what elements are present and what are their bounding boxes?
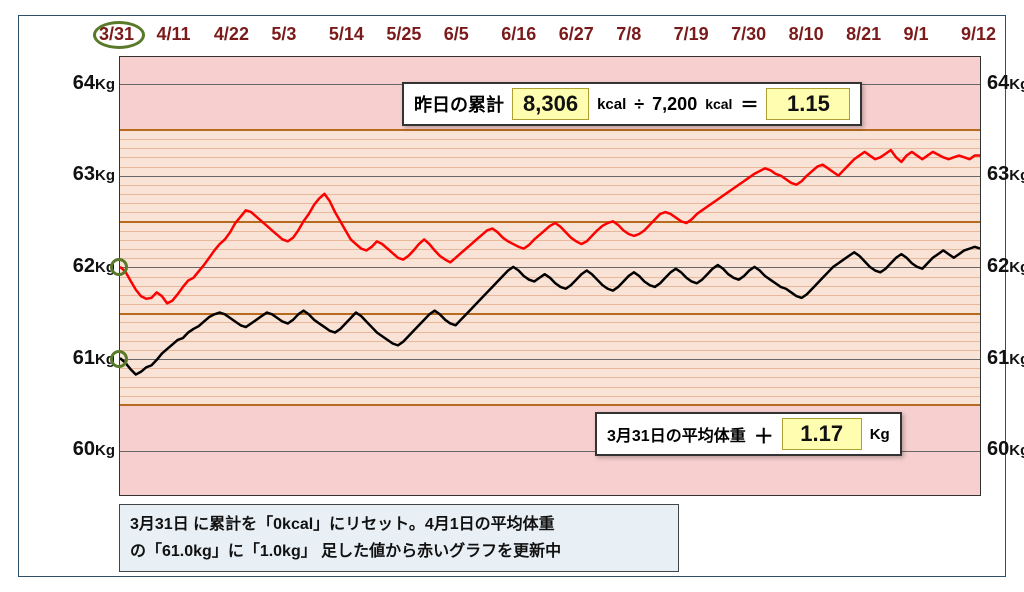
x-axis-tick-label: 6/16 (501, 24, 536, 45)
x-axis-tick-label: 4/22 (214, 24, 249, 45)
cumulative-value: 8,306 (512, 88, 589, 120)
kcal-a: kcal (597, 96, 626, 113)
y-axis-label-right: 60Kg (987, 438, 1024, 461)
equals: ＝ (740, 91, 758, 117)
footer-note: 3月31日 に累計を「0kcal」にリセット。4月1日の平均体重 の「61.0k… (119, 504, 679, 572)
divisor: 7,200 (652, 94, 697, 115)
x-axis-tick-label: 9/1 (904, 24, 929, 45)
x-axis-tick-label: 9/12 (961, 24, 996, 45)
divide: ÷ (634, 94, 644, 115)
kcal-b: kcal (705, 96, 732, 112)
footer-line1: 3月31日 に累計を「0kcal」にリセット。4月1日の平均体重 (130, 511, 668, 538)
x-axis-tick-label: 5/14 (329, 24, 364, 45)
x-axis-tick-label: 5/25 (386, 24, 421, 45)
ratio-value: 1.15 (766, 88, 850, 120)
y-axis-label-left: 60Kg (23, 438, 115, 461)
x-axis-tick-label: 5/3 (271, 24, 296, 45)
avg-unit: Kg (870, 426, 890, 443)
y-axis-label-right: 62Kg (987, 255, 1024, 278)
x-axis-tick-label: 7/30 (731, 24, 766, 45)
y-axis-label-right: 61Kg (987, 347, 1024, 370)
x-axis-tick-label: 6/27 (559, 24, 594, 45)
avg-label: 3月31日の平均体重 (607, 422, 746, 446)
y-axis-label-right: 63Kg (987, 163, 1024, 186)
series-red-cumulative (120, 150, 980, 303)
series-black-weight (120, 247, 980, 375)
avg-value: 1.17 (782, 418, 862, 450)
x-axis-tick-label: 8/10 (789, 24, 824, 45)
x-axis-tick-label: 8/21 (846, 24, 881, 45)
outer-frame: 3/31 4/11 4/22 5/3 5/14 5/25 6/5 6/16 6/27 7/8 7/1… (18, 15, 1006, 577)
x-axis-tick-label: 4/11 (156, 24, 190, 45)
y-axis-label-left: 64Kg (23, 72, 115, 95)
x-axis-tick-label: 3/31 (99, 24, 134, 45)
info-box-cumulative: 昨日の累計 8,306 kcal ÷ 7,200 kcal ＝ 1.15 (402, 82, 862, 126)
x-axis-tick-label: 6/5 (444, 24, 469, 45)
x-axis-labels: 3/314/114/225/35/145/256/56/166/277/87/1… (119, 24, 981, 52)
info-box-avg-weight: 3月31日の平均体重 ＋ 1.17 Kg (595, 412, 902, 456)
y-axis-label-left: 61Kg (23, 347, 115, 370)
x-axis-tick-label: 7/8 (616, 24, 641, 45)
x-axis-tick-label: 7/19 (674, 24, 709, 45)
footer-line2: の「61.0kg」に「1.0kg」 足した値から赤いグラフを更新中 (130, 538, 668, 565)
y-axis-label-right: 64Kg (987, 72, 1024, 95)
y-axis-label-left: 63Kg (23, 163, 115, 186)
plus-sign: ＋ (754, 420, 774, 449)
y-axis-label-left: 62Kg (23, 255, 115, 278)
cumulative-label: 昨日の累計 (414, 91, 504, 117)
